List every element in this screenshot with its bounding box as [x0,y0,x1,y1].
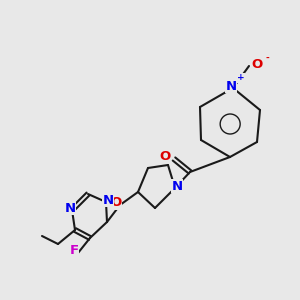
Text: O: O [159,149,171,163]
Text: +: + [237,74,245,82]
Text: N: N [225,80,237,92]
Text: F: F [69,244,79,257]
Text: N: N [64,202,76,214]
Text: O: O [110,196,122,209]
Text: O: O [251,58,262,70]
Text: -: - [265,53,269,62]
Text: N: N [171,179,183,193]
Text: N: N [102,194,114,206]
